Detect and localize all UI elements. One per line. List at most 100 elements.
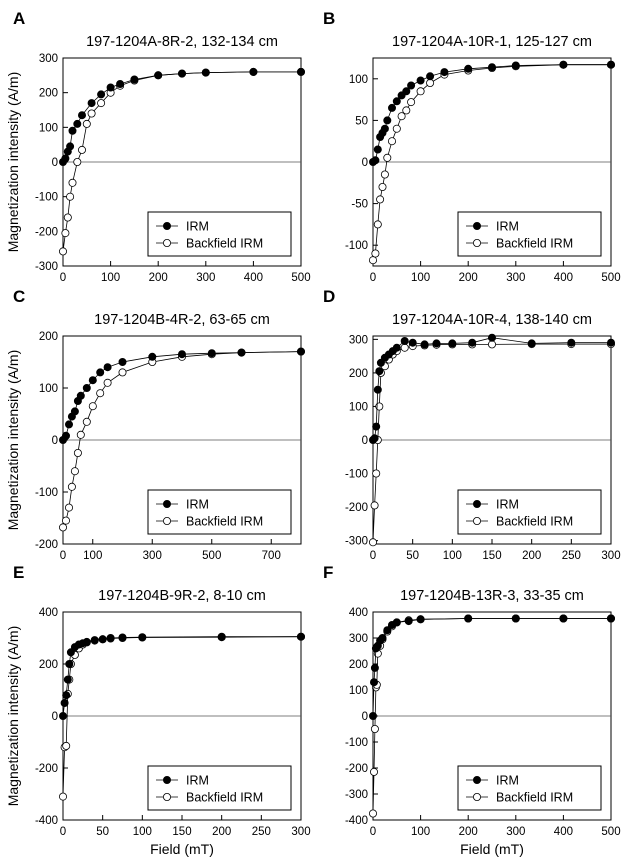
x-tick-label: 300	[506, 826, 525, 838]
legend-marker-open	[162, 793, 171, 802]
data-point-filled	[70, 407, 79, 416]
x-tick-label: 50	[406, 550, 419, 562]
data-point-open	[62, 516, 71, 525]
data-point-filled	[383, 626, 392, 635]
y-tick-label: 300	[39, 53, 58, 65]
y-tick-label: 100	[349, 401, 368, 413]
legend-entry: Backfield IRM	[496, 791, 573, 805]
data-point-filled	[408, 338, 417, 347]
data-point-filled	[567, 338, 576, 347]
panel-title: 197-1204A-8R-2, 132-134 cm	[86, 34, 278, 50]
x-tick-label: 200	[149, 272, 168, 284]
legend-marker-open	[162, 517, 171, 526]
data-point-open	[370, 725, 379, 734]
y-tick-label: -100	[35, 192, 58, 204]
x-tick-label: 100	[411, 826, 430, 838]
y-tick-label: 300	[349, 633, 368, 645]
data-point-filled	[296, 67, 305, 76]
data-point-filled	[440, 68, 449, 77]
series-irm	[368, 60, 616, 166]
x-tick-label: 500	[601, 272, 620, 284]
data-point-open	[73, 157, 82, 166]
y-tick-label: 0	[52, 157, 58, 169]
data-point-open	[383, 153, 392, 162]
data-point-filled	[106, 83, 115, 92]
legend-key	[466, 517, 488, 526]
data-point-open	[82, 417, 91, 426]
x-tick-label: 100	[443, 550, 462, 562]
y-tick-label: 100	[349, 74, 368, 86]
x-tick-label: 300	[196, 272, 215, 284]
series-irm	[59, 67, 305, 166]
series-line	[62, 636, 301, 717]
panel-a: A 197-1204A-8R-2, 132-134 cm 0 100 200 300 400…	[5, 9, 311, 284]
data-point-filled	[369, 678, 378, 687]
data-point-filled	[177, 350, 186, 359]
data-point-open	[97, 99, 106, 108]
data-point-filled	[559, 614, 568, 623]
y-tick-label: -200	[345, 763, 368, 775]
data-point-filled	[559, 60, 568, 69]
data-point-open	[400, 343, 409, 352]
data-point-open	[370, 501, 379, 510]
y-axis-label: Magnetization intensity (A/m)	[5, 350, 21, 531]
data-point-filled	[370, 434, 379, 443]
data-point-open	[402, 106, 411, 115]
x-tick-label: 100	[133, 826, 152, 838]
legend-key	[156, 238, 178, 247]
series-irm	[59, 347, 305, 444]
legend-entry: Backfield IRM	[496, 237, 573, 251]
y-tick-label: 0	[52, 435, 58, 447]
data-point-filled	[237, 348, 246, 357]
y-tick-label: 0	[52, 711, 58, 723]
data-point-filled	[60, 699, 69, 708]
panel-letter: F	[323, 563, 333, 582]
x-tick-label: 100	[83, 550, 102, 562]
data-point-filled	[392, 618, 401, 627]
data-point-open	[68, 178, 77, 187]
x-tick-label: 300	[601, 550, 620, 562]
legend-key	[466, 221, 488, 230]
y-tick-label: 300	[349, 334, 368, 346]
y-tick-label: -300	[345, 789, 368, 801]
data-point-open	[372, 469, 381, 478]
data-point-open	[378, 182, 387, 191]
legend-marker-filled	[162, 776, 171, 785]
x-tick-label: 500	[601, 826, 620, 838]
data-point-filled	[138, 633, 147, 642]
x-tick-label: 0	[370, 826, 376, 838]
data-point-open	[416, 87, 425, 96]
data-point-filled	[392, 97, 401, 106]
legend-marker-open	[162, 238, 171, 247]
data-point-filled	[97, 90, 106, 99]
series-irm	[368, 333, 616, 444]
data-point-open	[118, 368, 127, 377]
legend-entry: Backfield IRM	[186, 791, 263, 805]
data-point-filled	[373, 385, 382, 394]
y-tick-label: 0	[362, 711, 368, 723]
data-point-filled	[249, 67, 258, 76]
data-point-filled	[487, 333, 496, 342]
data-point-filled	[380, 124, 389, 133]
data-point-filled	[103, 363, 112, 372]
data-point-open	[62, 741, 71, 750]
data-point-filled	[65, 420, 74, 429]
data-point-filled	[148, 352, 157, 361]
data-point-filled	[177, 69, 186, 78]
data-point-open	[59, 247, 68, 256]
legend: IRM Backfield IRM	[457, 765, 602, 811]
legend-entry: Backfield IRM	[186, 515, 263, 529]
legend: IRM Backfield IRM	[457, 489, 602, 535]
data-point-filled	[76, 391, 85, 400]
data-point-filled	[82, 637, 91, 646]
data-point-filled	[73, 119, 82, 128]
data-point-filled	[392, 343, 401, 352]
y-tick-label: 400	[349, 607, 368, 619]
legend-entry: IRM	[496, 774, 519, 788]
legend-entry: IRM	[496, 498, 519, 512]
legend-box	[147, 211, 292, 257]
data-point-open	[59, 523, 68, 532]
x-tick-label: 150	[172, 826, 191, 838]
data-point-filled	[154, 71, 163, 80]
